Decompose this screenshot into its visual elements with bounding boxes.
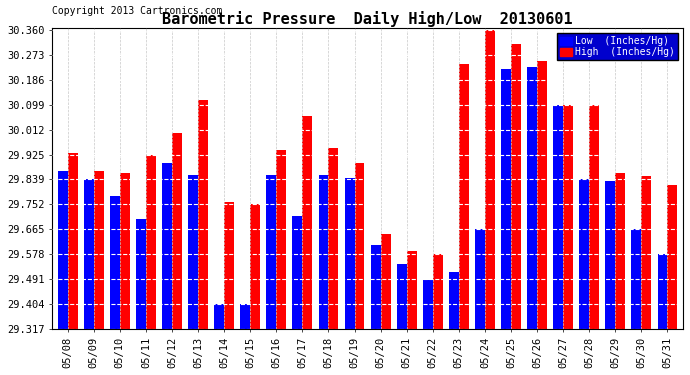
Bar (162, 164, 172, 329)
Bar (563, 105, 573, 329)
Bar (381, 234, 391, 329)
Bar (511, 44, 521, 329)
Bar (110, 196, 120, 329)
Bar (475, 230, 485, 329)
Bar (240, 304, 250, 329)
Bar (631, 230, 641, 329)
Bar (58, 171, 68, 329)
Legend: Low  (Inches/Hg), High  (Inches/Hg): Low (Inches/Hg), High (Inches/Hg) (557, 33, 678, 60)
Bar (94, 171, 104, 329)
Bar (355, 164, 364, 329)
Bar (406, 251, 417, 329)
Bar (250, 204, 260, 329)
Bar (589, 105, 599, 329)
Bar (68, 153, 78, 329)
Bar (293, 216, 302, 329)
Bar (302, 116, 313, 329)
Bar (172, 133, 182, 329)
Bar (224, 202, 234, 329)
Bar (658, 254, 667, 329)
Bar (328, 147, 338, 329)
Bar (459, 64, 469, 329)
Bar (527, 67, 537, 329)
Bar (397, 264, 406, 329)
Text: Copyright 2013 Cartronics.com: Copyright 2013 Cartronics.com (52, 6, 222, 16)
Bar (319, 175, 328, 329)
Bar (537, 62, 547, 329)
Bar (198, 100, 208, 329)
Bar (667, 185, 678, 329)
Bar (580, 179, 589, 329)
Bar (605, 180, 615, 329)
Bar (344, 178, 355, 329)
Bar (84, 179, 94, 329)
Bar (120, 173, 130, 329)
Bar (433, 254, 443, 329)
Bar (449, 272, 459, 329)
Bar (641, 176, 651, 329)
Bar (501, 69, 511, 329)
Bar (136, 219, 146, 329)
Bar (485, 30, 495, 329)
Bar (553, 105, 563, 329)
Title: Barometric Pressure  Daily High/Low  20130601: Barometric Pressure Daily High/Low 20130… (162, 11, 573, 27)
Bar (371, 245, 381, 329)
Bar (276, 150, 286, 329)
Bar (266, 175, 276, 329)
Bar (146, 155, 156, 329)
Bar (615, 173, 625, 329)
Bar (215, 304, 224, 329)
Bar (423, 279, 433, 329)
Bar (188, 175, 198, 329)
